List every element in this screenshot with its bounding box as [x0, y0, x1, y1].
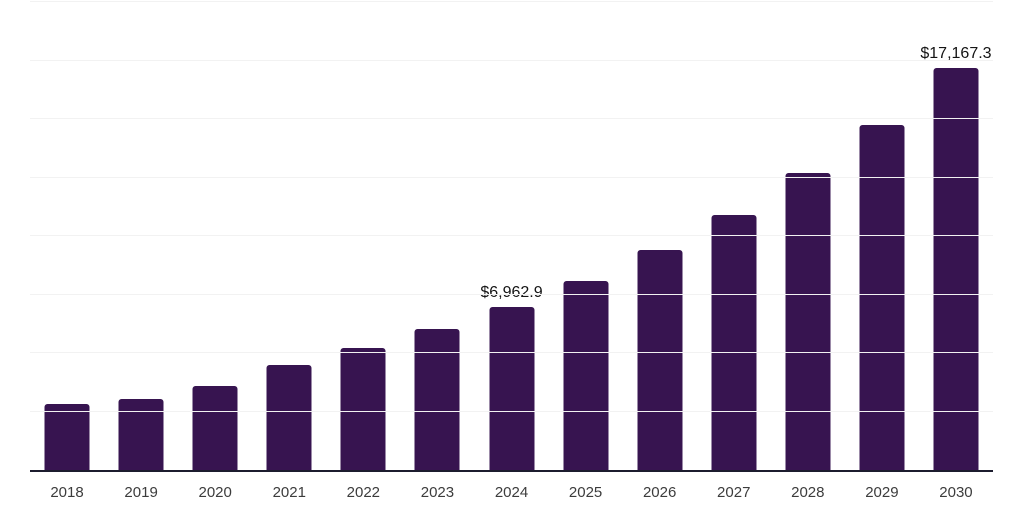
bar-slot-2025: [549, 2, 623, 470]
x-tick-2028: 2028: [791, 484, 825, 501]
x-tick-2020: 2020: [198, 484, 232, 501]
gridline-2500: [30, 410, 993, 412]
bar-slot-2023: [400, 2, 474, 470]
gridline-7500: [30, 293, 993, 295]
x-tick-2029: 2029: [865, 484, 899, 501]
x-tick-2023: 2023: [420, 484, 455, 501]
bar-2028: [785, 172, 831, 470]
value-label-2024: $6,962.9: [480, 284, 543, 302]
bar-slot-2021: [252, 2, 326, 470]
bar-2027: [711, 214, 757, 470]
bar-2030: [933, 68, 979, 470]
x-tick-2024: 2024: [494, 484, 529, 501]
bar-slot-2020: [178, 2, 252, 470]
bars-container: $6,962.9 $17,167.3: [30, 2, 993, 470]
bar-slot-2028: [771, 2, 845, 470]
bar-slot-2026: [623, 2, 697, 470]
bar-2024: [489, 307, 534, 470]
gridline-20000: [30, 1, 993, 2]
x-tick-2021: 2021: [272, 484, 306, 501]
bar-2023: [414, 329, 460, 470]
bar-2022: [340, 348, 386, 470]
bar-slot-2029: [845, 2, 919, 470]
gridline-12500: [30, 176, 993, 178]
x-axis-tick-labels: 2018 2019 2020 2021 2022 2023 2024 2025 2026 2027…: [30, 484, 993, 502]
gridline-15000: [30, 118, 993, 119]
bar-slot-2030: $17,167.3: [919, 2, 993, 470]
gridline-10000: [30, 235, 993, 236]
x-axis-line: [30, 470, 993, 472]
bar-slot-2018: [30, 2, 104, 470]
bar-slot-2027: [697, 2, 771, 470]
bar-2018: [44, 404, 90, 470]
bar-2021: [266, 365, 312, 470]
bar-slot-2024: $6,962.9: [474, 2, 548, 470]
bar-2026: [637, 250, 683, 470]
x-tick-2022: 2022: [346, 484, 381, 501]
gridline-5000: [30, 352, 993, 353]
x-tick-2025: 2025: [568, 484, 603, 501]
x-tick-2026: 2026: [642, 484, 677, 501]
bar-2020: [192, 386, 238, 470]
value-label-2030: $17,167.3: [920, 45, 992, 63]
x-tick-2018: 2018: [50, 484, 84, 501]
bar-slot-2019: [104, 2, 178, 470]
bar-2029: [859, 124, 905, 470]
x-tick-2019: 2019: [124, 484, 158, 501]
x-tick-2030: 2030: [939, 484, 973, 501]
bar-2025: [563, 280, 609, 470]
plot-area: $6,962.9 $17,167.3: [30, 1, 993, 470]
gridline-17500: [30, 59, 993, 61]
x-tick-2027: 2027: [717, 484, 751, 501]
bar-slot-2022: [326, 2, 400, 470]
